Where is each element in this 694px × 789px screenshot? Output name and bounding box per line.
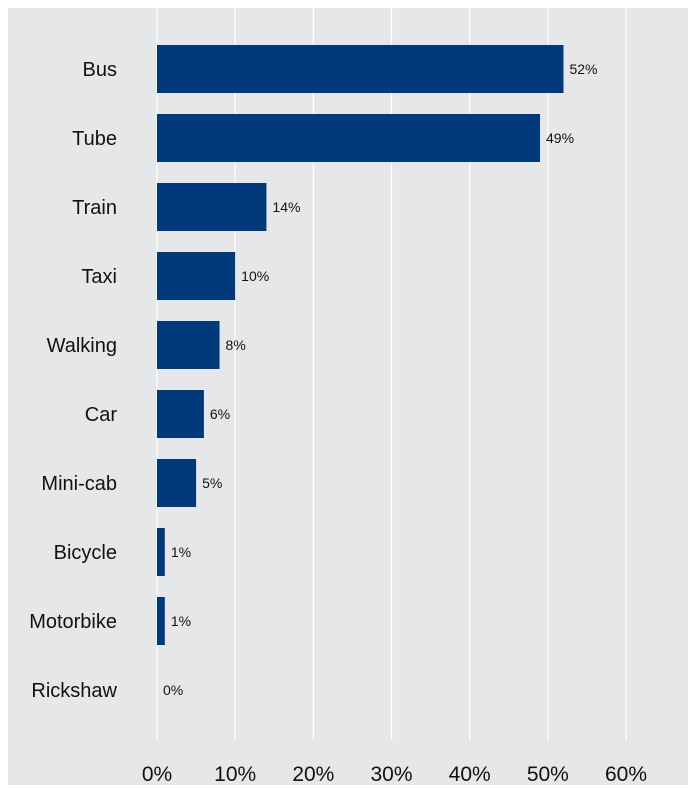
category-label-mini-cab: Mini-cab <box>41 473 117 495</box>
category-label-rickshaw: Rickshaw <box>31 680 117 702</box>
data-label-walking: 8% <box>226 337 246 353</box>
data-label-motorbike: 1% <box>171 613 191 629</box>
category-label-bicycle: Bicycle <box>54 542 117 564</box>
category-label-tube: Tube <box>72 128 117 150</box>
category-labels: Bus Tube Train Taxi Walking Car Mini-cab Bicycl… <box>29 59 117 702</box>
bar-car <box>157 390 204 438</box>
bars <box>157 45 564 645</box>
data-label-bicycle: 1% <box>171 544 191 560</box>
bar-bus <box>157 45 564 93</box>
data-label-bus: 52% <box>569 61 597 77</box>
category-label-car: Car <box>85 404 118 426</box>
bar-tube <box>157 114 541 162</box>
x-tick-label: 40% <box>449 763 491 786</box>
bar-walking <box>157 321 220 369</box>
category-label-motorbike: Motorbike <box>29 611 117 633</box>
category-label-walking: Walking <box>47 335 117 357</box>
category-label-train: Train <box>72 197 117 219</box>
x-tick-label: 10% <box>214 763 256 786</box>
bar-bicycle <box>157 528 165 576</box>
data-label-tube: 49% <box>546 130 574 146</box>
bar-taxi <box>157 252 236 300</box>
x-tick-label: 20% <box>292 763 334 786</box>
data-labels: 52% 49% 14% 10% 8% 6% 5% 1% 1% 0% <box>163 61 597 698</box>
bar-train <box>157 183 267 231</box>
category-label-taxi: Taxi <box>81 266 117 288</box>
data-label-rickshaw: 0% <box>163 682 183 698</box>
data-label-car: 6% <box>210 406 230 422</box>
x-tick-label: 30% <box>370 763 412 786</box>
bar-mini-cab <box>157 459 197 507</box>
x-axis-tick-labels: 0% 10% 20% 30% 40% 50% 60% <box>142 763 647 786</box>
x-tick-label: 60% <box>605 763 647 786</box>
bar-motorbike <box>157 597 165 645</box>
data-label-train: 14% <box>272 199 300 215</box>
x-tick-label: 0% <box>142 763 172 786</box>
category-label-bus: Bus <box>83 59 117 81</box>
data-label-taxi: 10% <box>241 268 269 284</box>
x-tick-label: 50% <box>527 763 569 786</box>
data-label-mini-cab: 5% <box>202 475 222 491</box>
